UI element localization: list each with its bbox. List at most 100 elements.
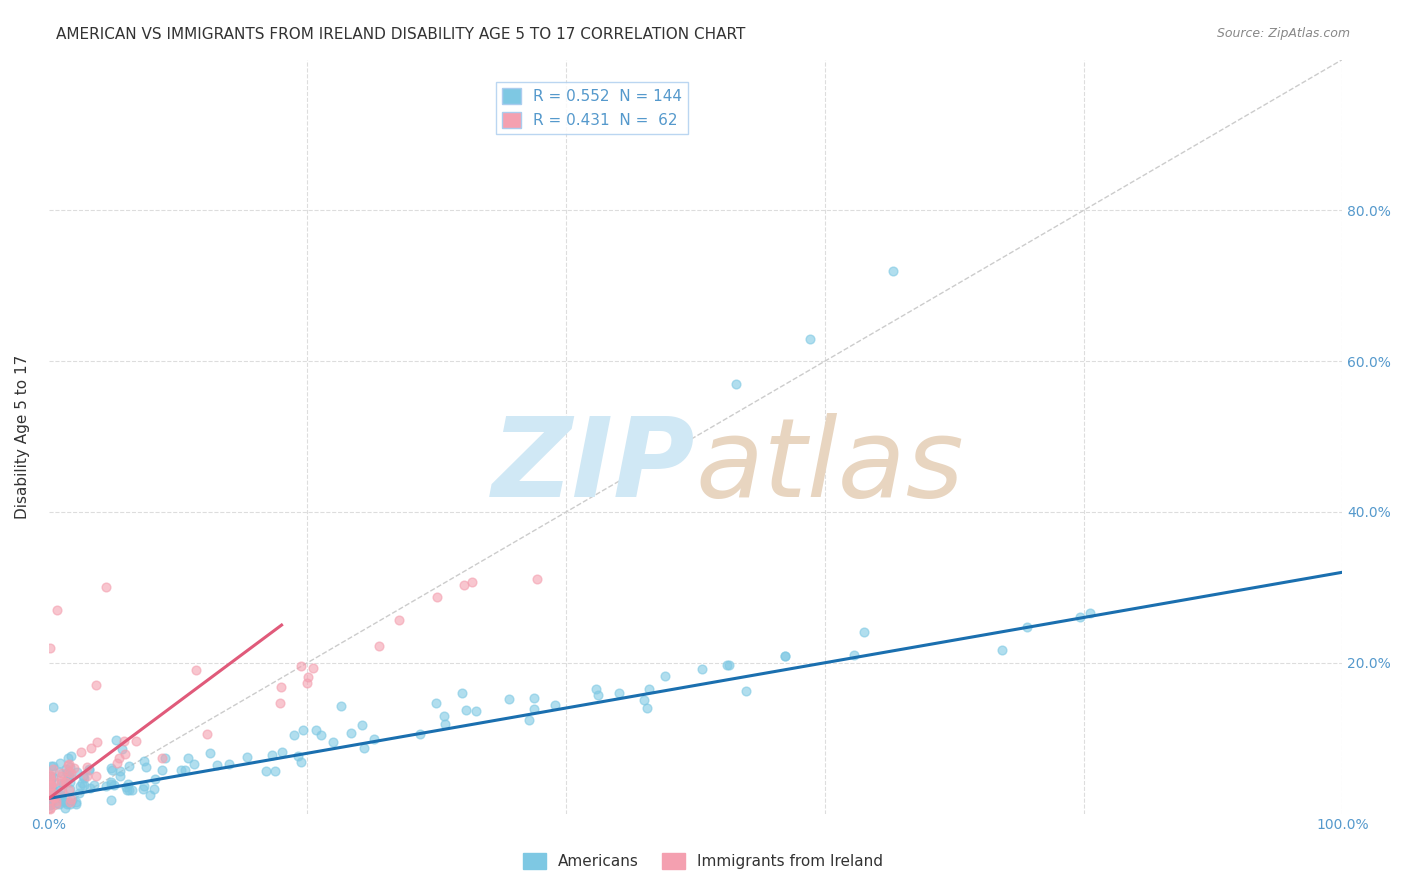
Point [322, 735, 344, 749]
Point [991, 642, 1014, 657]
Point [39, 787, 62, 801]
Point [842, 648, 865, 662]
Point [39, 782, 62, 797]
Point [39, 769, 62, 783]
Point [115, 783, 138, 797]
Point [41, 780, 63, 794]
Point [111, 742, 134, 756]
Point [585, 682, 607, 697]
Point [100, 774, 122, 789]
Point [143, 772, 166, 786]
Point [132, 754, 155, 768]
Point [451, 686, 474, 700]
Point [270, 680, 292, 694]
Point [70, 745, 93, 759]
Point [55, 775, 77, 789]
Point [269, 697, 291, 711]
Point [59, 797, 82, 812]
Point [42, 783, 65, 797]
Point [218, 756, 240, 771]
Point [108, 764, 131, 778]
Point [49, 774, 72, 789]
Point [1078, 607, 1101, 621]
Point [39, 771, 62, 785]
Point [48, 764, 70, 779]
Point [59, 748, 82, 763]
Point [456, 703, 478, 717]
Point [363, 731, 385, 746]
Point [58, 758, 80, 772]
Point [39, 802, 62, 816]
Point [42, 759, 65, 773]
Point [544, 698, 567, 713]
Point [100, 761, 122, 775]
Point [53, 795, 76, 809]
Point [607, 686, 630, 700]
Point [523, 690, 546, 705]
Point [290, 659, 312, 673]
Point [633, 693, 655, 707]
Point [588, 688, 610, 702]
Point [101, 763, 124, 777]
Point [86, 735, 108, 749]
Point [42, 762, 65, 776]
Point [716, 658, 738, 673]
Point [309, 728, 332, 742]
Point [173, 763, 195, 777]
Point [433, 709, 456, 723]
Point [170, 763, 193, 777]
Point [86, 678, 108, 692]
Point [637, 682, 659, 697]
Point [94, 580, 117, 594]
Point [353, 741, 375, 756]
Text: atlas: atlas [696, 413, 965, 520]
Point [53, 801, 76, 815]
Point [55, 775, 77, 789]
Point [76, 769, 98, 783]
Point [39, 770, 62, 784]
Point [461, 574, 484, 589]
Point [55, 763, 77, 777]
Text: ZIP: ZIP [492, 413, 696, 520]
Point [434, 717, 457, 731]
Point [39, 782, 62, 797]
Point [39, 798, 62, 813]
Point [39, 784, 62, 798]
Point [517, 713, 540, 727]
Point [49, 783, 72, 797]
Point [67, 786, 90, 800]
Point [51, 788, 73, 802]
Point [59, 782, 82, 797]
Point [42, 789, 65, 804]
Point [62, 761, 84, 775]
Point [271, 745, 294, 759]
Text: Source: ZipAtlas.com: Source: ZipAtlas.com [1216, 27, 1350, 40]
Point [42, 775, 65, 789]
Point [292, 723, 315, 738]
Point [59, 774, 82, 789]
Point [132, 781, 155, 796]
Point [39, 768, 62, 782]
Point [45, 787, 67, 801]
Point [297, 670, 319, 684]
Point [39, 774, 62, 789]
Point [52, 777, 75, 791]
Point [117, 759, 139, 773]
Point [66, 765, 89, 780]
Point [39, 774, 62, 789]
Point [264, 764, 287, 778]
Point [108, 769, 131, 783]
Point [775, 649, 797, 664]
Point [114, 734, 136, 748]
Point [58, 757, 80, 772]
Point [60, 792, 83, 806]
Point [73, 778, 96, 792]
Point [56, 797, 79, 811]
Point [45, 794, 67, 808]
Point [114, 747, 136, 761]
Point [121, 782, 143, 797]
Point [330, 699, 353, 714]
Point [58, 783, 80, 797]
Point [59, 795, 82, 809]
Point [49, 789, 72, 803]
